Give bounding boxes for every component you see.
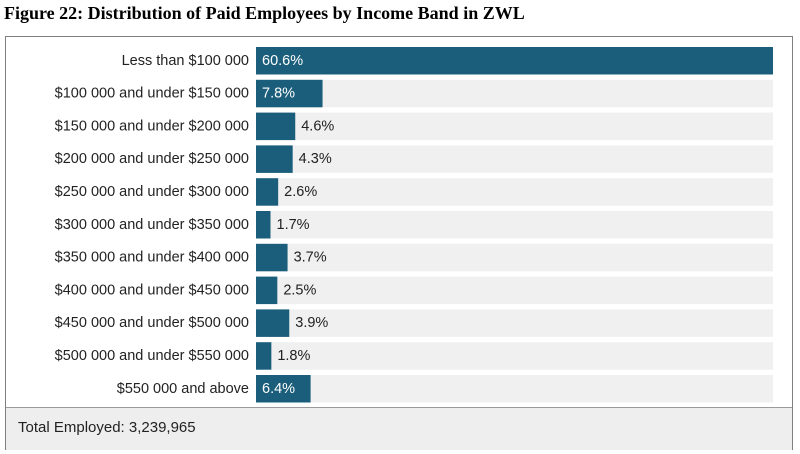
bar xyxy=(256,276,278,305)
category-label: $250 000 and under $300 000 xyxy=(55,184,249,200)
category-label: $150 000 and under $200 000 xyxy=(55,118,249,134)
value-label: 1.8% xyxy=(277,348,310,364)
value-label: 2.5% xyxy=(283,282,316,298)
category-label: $350 000 and under $400 000 xyxy=(55,250,249,266)
bar xyxy=(256,145,293,173)
bar-track xyxy=(256,375,773,403)
category-label: $400 000 and under $450 000 xyxy=(55,282,249,298)
bar xyxy=(256,178,279,206)
value-label: 4.3% xyxy=(299,151,332,167)
value-label: 60.6% xyxy=(262,53,303,69)
category-label: $200 000 and under $250 000 xyxy=(55,151,249,167)
bar-track xyxy=(256,276,773,305)
total-employed-footer: Total Employed: 3,239,965 xyxy=(6,407,792,450)
total-employed-label: Total Employed: 3,239,965 xyxy=(18,419,196,436)
category-label: $450 000 and under $500 000 xyxy=(55,315,249,331)
bar xyxy=(256,47,773,75)
value-label: 7.8% xyxy=(262,86,295,102)
bar-track xyxy=(256,211,773,239)
bar xyxy=(256,375,311,403)
bar xyxy=(256,342,272,370)
value-label: 3.9% xyxy=(295,315,328,331)
value-label: 1.7% xyxy=(277,217,310,233)
bar xyxy=(256,211,271,239)
bar-track xyxy=(256,112,773,141)
bar-track xyxy=(256,79,773,108)
value-label: 4.6% xyxy=(301,118,334,134)
bar-track xyxy=(256,243,773,272)
value-label: 3.7% xyxy=(294,250,327,266)
value-label: 6.4% xyxy=(262,381,295,397)
bar xyxy=(256,243,288,272)
category-label: $550 000 and above xyxy=(117,381,249,397)
category-label: Less than $100 000 xyxy=(122,53,249,69)
bar-chart: Less than $100 000 60.6% $100 000 and unde… xyxy=(55,47,773,403)
bar-track xyxy=(256,145,773,173)
bar-track xyxy=(256,342,773,370)
category-label: $500 000 and under $550 000 xyxy=(55,348,249,364)
bar xyxy=(256,309,290,337)
bar-track xyxy=(256,178,773,206)
category-label: $100 000 and under $150 000 xyxy=(55,86,249,102)
bar xyxy=(256,79,323,108)
figure-title: Figure 22: Distribution of Paid Employee… xyxy=(4,3,525,23)
bar-track xyxy=(256,309,773,337)
chart-frame: Less than $100 000 60.6% $100 000 and unde… xyxy=(5,36,793,450)
value-label: 2.6% xyxy=(284,184,317,200)
category-label: $300 000 and under $350 000 xyxy=(55,217,249,233)
bar xyxy=(256,112,296,141)
